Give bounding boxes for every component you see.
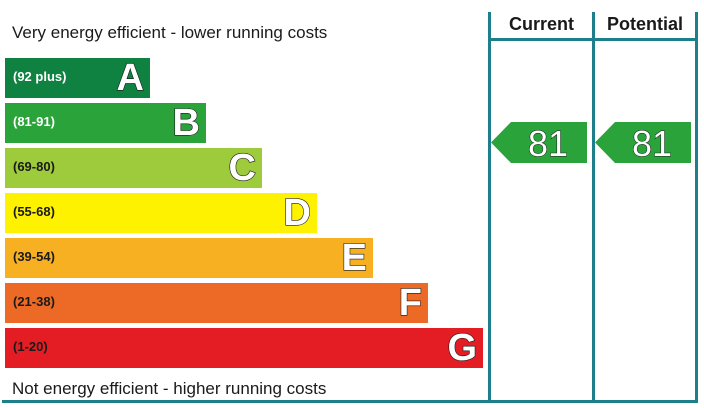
band-range-a: (92 plus) xyxy=(13,69,67,84)
top-caption: Very energy efficient - lower running co… xyxy=(12,23,328,42)
band-range-c: (69-80) xyxy=(13,159,55,174)
band-c: (69-80) C xyxy=(5,146,262,190)
potential-rating-marker: 81 xyxy=(595,122,691,165)
divider-right xyxy=(695,12,698,402)
band-b: (81-91) B xyxy=(5,101,206,145)
current-arrow-shape xyxy=(491,122,587,163)
bottom-rule xyxy=(2,400,698,403)
current-arrow-polygon xyxy=(491,122,587,163)
column-header-potential: Potential xyxy=(606,14,683,34)
band-letter-b: B xyxy=(172,101,201,144)
band-letter-e: E xyxy=(341,236,368,279)
header-rule xyxy=(488,38,698,41)
band-letter-g: G xyxy=(447,326,478,369)
band-a: (92 plus) A xyxy=(5,56,150,100)
band-range-b: (81-91) xyxy=(13,114,55,129)
band-letter-c: C xyxy=(228,146,257,189)
band-range-d: (55-68) xyxy=(13,204,55,219)
band-range-e: (39-54) xyxy=(13,249,55,264)
potential-rating-value: 81 xyxy=(631,123,673,165)
band-f: (21-38) F xyxy=(5,281,428,325)
band-letter-f: F xyxy=(398,281,422,324)
band-g: (1-20) G xyxy=(5,326,483,370)
current-rating-marker: 81 xyxy=(491,122,587,165)
potential-arrow-polygon xyxy=(595,122,691,163)
divider-left xyxy=(488,12,491,402)
band-e: (39-54) E xyxy=(5,236,373,280)
band-letter-a: A xyxy=(116,56,145,99)
divider-middle xyxy=(592,12,595,402)
band-letter-d: D xyxy=(283,191,312,234)
band-d: (55-68) D xyxy=(5,191,317,235)
bottom-caption: Not energy efficient - higher running co… xyxy=(12,379,327,398)
band-range-g: (1-20) xyxy=(13,339,48,354)
band-range-f: (21-38) xyxy=(13,294,55,309)
column-header-current: Current xyxy=(508,14,574,34)
potential-arrow-shape xyxy=(595,122,691,163)
current-rating-value: 81 xyxy=(527,123,569,165)
